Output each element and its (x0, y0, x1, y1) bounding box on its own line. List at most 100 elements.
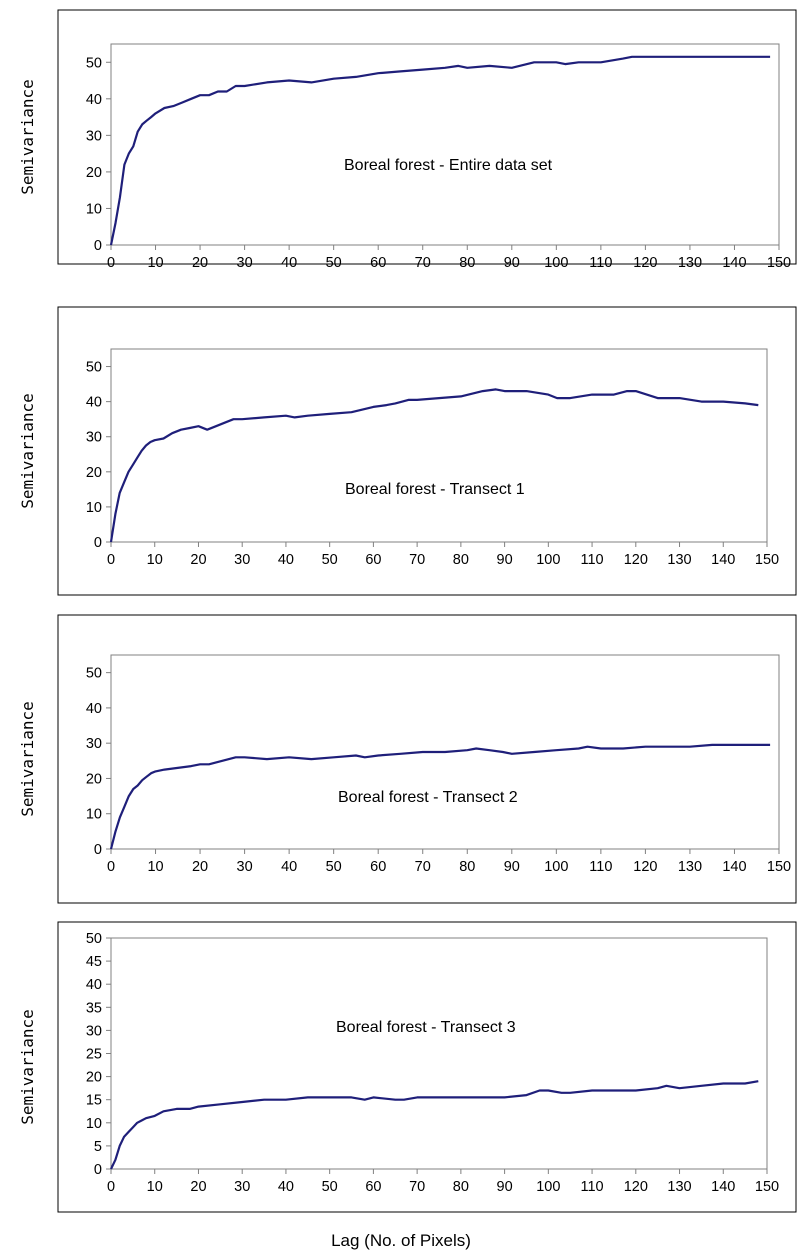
x-tick-label: 20 (192, 859, 208, 875)
x-tick-label: 150 (755, 552, 779, 568)
x-tick-label: 120 (633, 859, 657, 875)
y-axis-label: Semivariance (18, 701, 37, 817)
y-tick-label: 20 (86, 1070, 102, 1086)
x-tick-label: 30 (234, 552, 250, 568)
y-tick-label: 10 (86, 1116, 102, 1132)
x-tick-label: 30 (234, 1179, 250, 1195)
x-tick-label: 20 (190, 552, 206, 568)
y-tick-label: 20 (86, 465, 102, 481)
x-tick-label: 50 (322, 1179, 338, 1195)
x-tick-label: 70 (409, 1179, 425, 1195)
x-tick-label: 10 (147, 552, 163, 568)
x-tick-label: 60 (365, 552, 381, 568)
y-axis-label: Semivariance (18, 1009, 37, 1125)
semivariance-series-line (109, 388, 759, 543)
chart-panel-2: 0 10 20 30 40 50 0 10 20 30 40 50 60 70 80 90 100 110 120 1… (18, 306, 797, 596)
x-tick-label: 110 (589, 859, 612, 875)
y-tick-label: 15 (86, 1093, 102, 1109)
y-tick-label: 10 (86, 807, 102, 823)
x-tick-label: 120 (624, 552, 648, 568)
y-tick-label: 40 (86, 395, 102, 411)
x-tick-label: 60 (370, 859, 386, 875)
y-tick-label: 0 (94, 1162, 102, 1178)
y-tick-label: 50 (86, 360, 102, 376)
x-tick-label: 80 (453, 1179, 469, 1195)
y-tick-label: 0 (94, 842, 102, 858)
panel-frame (57, 614, 797, 904)
x-tick-label: 0 (107, 1179, 115, 1195)
x-tick-label: 130 (667, 1179, 691, 1195)
x-tick-label: 80 (453, 552, 469, 568)
x-tick-label: 100 (544, 859, 568, 875)
x-tick-label: 70 (415, 859, 431, 875)
y-tick-label: 10 (86, 500, 102, 516)
y-tick-label: 50 (86, 666, 102, 682)
x-tick-label: 50 (322, 552, 338, 568)
y-axis-label: Semivariance (18, 79, 37, 195)
x-tick-label: 50 (326, 859, 342, 875)
x-tick-label: 10 (147, 1179, 163, 1195)
x-tick-label: 130 (667, 552, 691, 568)
x-tick-label: 80 (459, 255, 475, 271)
x-tick-label: 50 (326, 255, 342, 271)
x-tick-label: 70 (409, 552, 425, 568)
x-tick-label: 40 (278, 552, 294, 568)
x-tick-label: 120 (633, 255, 657, 271)
x-tick-label: 110 (589, 255, 612, 271)
panel-frame (57, 9, 797, 265)
y-tick-label: 40 (86, 701, 102, 717)
y-tick-label: 5 (94, 1139, 102, 1155)
chart-panel-1: 0 10 20 30 40 50 0 10 20 30 40 50 60 70 80 90 100 110 120 1… (18, 9, 797, 271)
x-tick-label: 150 (767, 255, 791, 271)
semivariance-series-line (109, 55, 771, 246)
x-tick-label: 0 (107, 859, 115, 875)
x-tick-label: 90 (504, 859, 520, 875)
x-tick-label: 130 (678, 859, 702, 875)
x-tick-label: 120 (624, 1179, 648, 1195)
plot-area (110, 654, 780, 850)
x-tick-label: 140 (711, 552, 735, 568)
x-tick-label: 100 (544, 255, 568, 271)
y-tick-label: 40 (86, 977, 102, 993)
y-tick-label: 30 (86, 1023, 102, 1039)
x-tick-label: 60 (365, 1179, 381, 1195)
semivariance-series-line (110, 1080, 759, 1170)
x-tick-label: 40 (281, 255, 297, 271)
y-tick-label: 45 (86, 954, 102, 970)
x-tick-label: 60 (370, 255, 386, 271)
panel-title: Boreal forest - Transect 3 (336, 1019, 516, 1036)
y-tick-label: 50 (86, 931, 102, 947)
plot-area (110, 348, 768, 543)
y-axis-label: Semivariance (18, 393, 37, 509)
y-tick-label: 25 (86, 1047, 102, 1063)
x-tick-label: 100 (536, 552, 560, 568)
x-tick-label: 130 (678, 255, 702, 271)
panel-frame (57, 306, 797, 596)
x-tick-label: 10 (147, 859, 163, 875)
x-tick-label: 80 (459, 859, 475, 875)
x-tick-label: 0 (107, 552, 115, 568)
x-tick-label: 90 (497, 1179, 513, 1195)
x-tick-label: 30 (237, 859, 253, 875)
semivariance-series-line (109, 743, 771, 850)
x-tick-label: 10 (147, 255, 163, 271)
x-tick-label: 70 (415, 255, 431, 271)
y-tick-label: 40 (86, 92, 102, 108)
plot-area (110, 43, 780, 246)
panel-title: Boreal forest - Transect 2 (338, 789, 518, 806)
y-tick-label: 0 (94, 535, 102, 551)
x-tick-label: 90 (497, 552, 513, 568)
y-tick-label: 20 (86, 771, 102, 787)
y-tick-label: 30 (86, 430, 102, 446)
y-tick-label: 30 (86, 736, 102, 752)
y-tick-label: 30 (86, 128, 102, 144)
y-tick-label: 50 (86, 55, 102, 71)
x-tick-label: 110 (581, 552, 604, 568)
x-tick-label: 30 (237, 255, 253, 271)
y-tick-label: 10 (86, 201, 102, 217)
y-tick-label: 20 (86, 165, 102, 181)
plot-area (110, 937, 768, 1170)
x-tick-label: 20 (192, 255, 208, 271)
y-tick-label: 0 (94, 238, 102, 254)
chart-panel-4: 0 5 10 15 20 25 30 35 40 45 50 0 10 20 30 40 50 60 70 80 90 1… (18, 921, 797, 1213)
